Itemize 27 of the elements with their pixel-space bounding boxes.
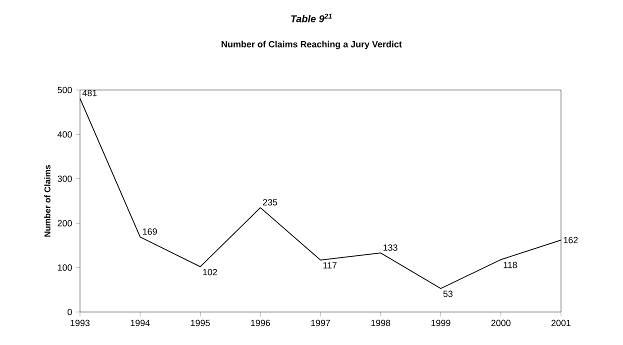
- y-tick-label: 100: [58, 264, 72, 271]
- data-label: 118: [504, 262, 517, 268]
- chart-title: Table 9$^{21}$: [291, 14, 332, 22]
- y-tick-label: 0: [68, 308, 72, 316]
- data-label: 117: [323, 262, 337, 268]
- x-tick-label: 1999: [431, 320, 450, 326]
- chart-subtitle: Number of Claims Reaching a Jury Verdict: [222, 40, 402, 50]
- data-label: 169: [143, 228, 157, 235]
- data-label: 53: [443, 290, 453, 298]
- data-label: 133: [384, 244, 398, 251]
- y-tick-label: 200: [58, 220, 72, 226]
- x-tick-label: 1995: [190, 320, 210, 326]
- data-label: 481: [82, 90, 97, 96]
- y-axis-title: Number of Claims: [44, 165, 50, 237]
- data-label: 162: [564, 236, 578, 244]
- data-label: 235: [263, 199, 278, 206]
- y-tick-label: 400: [57, 131, 72, 138]
- x-tick-label: 2001: [551, 320, 571, 326]
- x-tick-label: 1994: [130, 320, 150, 326]
- y-tick-label: 300: [58, 176, 72, 182]
- x-tick-label: 1997: [311, 320, 330, 326]
- x-tick-label: 1998: [371, 320, 390, 326]
- data-label: 102: [203, 268, 217, 276]
- x-tick-label: 2000: [491, 320, 511, 326]
- x-tick-label: 1996: [251, 320, 270, 326]
- y-tick-label: 500: [58, 86, 72, 94]
- x-tick-label: 1993: [70, 320, 90, 326]
